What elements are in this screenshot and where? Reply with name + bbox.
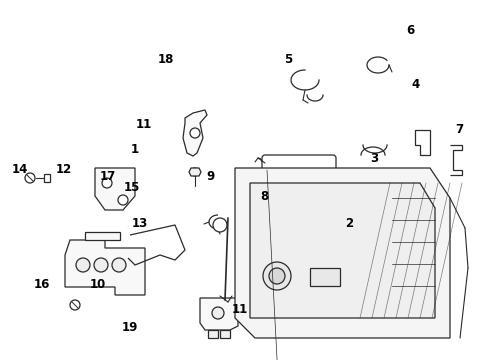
Circle shape — [263, 262, 290, 290]
Text: 14: 14 — [11, 163, 28, 176]
Text: 7: 7 — [455, 123, 463, 136]
Text: 15: 15 — [123, 181, 140, 194]
Text: 8: 8 — [260, 190, 267, 203]
Text: 4: 4 — [411, 78, 419, 91]
Text: 11: 11 — [136, 118, 152, 131]
Text: 12: 12 — [55, 163, 72, 176]
Bar — [309, 268, 339, 286]
Circle shape — [191, 168, 199, 176]
Text: 3: 3 — [369, 152, 377, 165]
Text: 11: 11 — [231, 303, 247, 316]
FancyBboxPatch shape — [250, 229, 324, 259]
Circle shape — [268, 268, 285, 284]
Text: 1: 1 — [130, 143, 138, 156]
Circle shape — [212, 307, 224, 319]
Polygon shape — [65, 240, 145, 295]
Polygon shape — [200, 298, 238, 330]
Bar — [85, 232, 120, 240]
Text: 2: 2 — [345, 217, 353, 230]
Bar — [220, 330, 229, 338]
Text: 17: 17 — [99, 170, 116, 183]
Circle shape — [190, 128, 200, 138]
Circle shape — [118, 195, 128, 205]
Circle shape — [112, 258, 126, 272]
Text: 13: 13 — [131, 217, 147, 230]
Circle shape — [213, 218, 226, 232]
Circle shape — [102, 178, 112, 188]
Polygon shape — [183, 110, 206, 156]
Text: 9: 9 — [206, 170, 214, 183]
Text: 18: 18 — [158, 53, 174, 66]
Polygon shape — [235, 168, 449, 338]
Circle shape — [350, 291, 358, 299]
Bar — [207, 330, 218, 338]
Circle shape — [76, 258, 90, 272]
Polygon shape — [95, 168, 135, 210]
Polygon shape — [189, 168, 201, 176]
Text: 19: 19 — [121, 321, 138, 334]
Polygon shape — [249, 183, 434, 318]
Polygon shape — [348, 291, 360, 299]
Circle shape — [25, 173, 35, 183]
Circle shape — [94, 258, 108, 272]
Text: 10: 10 — [89, 278, 106, 291]
Text: 5: 5 — [284, 53, 292, 66]
Text: 16: 16 — [33, 278, 50, 291]
Circle shape — [70, 300, 80, 310]
Polygon shape — [44, 174, 50, 182]
Text: 6: 6 — [406, 24, 414, 37]
